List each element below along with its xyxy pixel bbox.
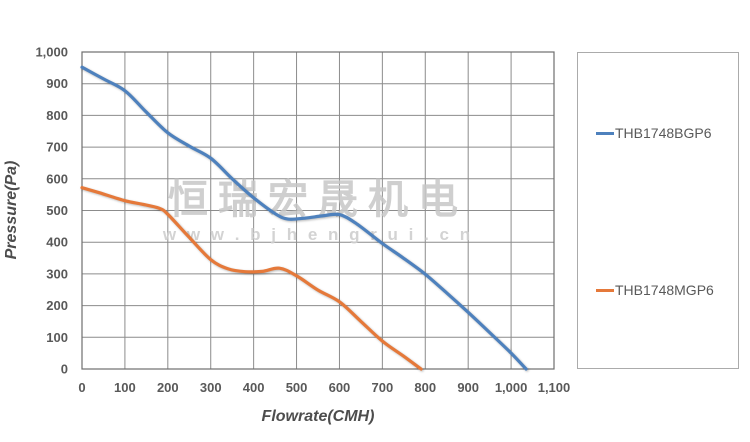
watermark-text: 恒瑞宏晟机电: [168, 178, 468, 222]
y-tick-label: 400: [46, 235, 68, 250]
legend-label-series1: THB1748BGP6: [615, 125, 712, 141]
tick-labels: 0 100 200 300 400 500 600 700 800 900 1,000 1,100 0 1…: [35, 45, 570, 396]
plot-border: [81, 51, 555, 370]
legend-line-sample-series2: [596, 288, 614, 292]
watermark-url: w w w . b j h e n g r u i . c n: [162, 225, 473, 244]
legend-line-sample-series1: [596, 131, 614, 135]
x-tick-label: 500: [286, 380, 308, 395]
y-tick-label: 100: [46, 330, 68, 345]
y-tick-label: 300: [46, 266, 68, 281]
series-line-THB1748BGP6: [80, 65, 528, 371]
x-tick-label: 100: [114, 380, 136, 395]
x-tick-label: 200: [157, 380, 179, 395]
x-tick-label: 600: [329, 380, 351, 395]
x-tick-label: 900: [457, 380, 479, 395]
x-axis-title: Flowrate(CMH): [262, 408, 375, 425]
x-tick-label: 800: [414, 380, 436, 395]
series-lines: [80, 65, 528, 371]
y-tick-label: 900: [46, 76, 68, 91]
y-tick-label: 200: [46, 298, 68, 313]
y-axis-title: Pressure(Pa): [3, 161, 20, 260]
y-tick-label: 800: [46, 108, 68, 123]
x-tick-label: 1,000: [495, 380, 528, 395]
x-tick-label: 700: [372, 380, 394, 395]
legend-item-series2: THB1748MGP6: [596, 282, 714, 298]
x-tick-label: 0: [78, 380, 85, 395]
legend-label-series2: THB1748MGP6: [615, 282, 714, 298]
x-tick-label: 400: [243, 380, 265, 395]
x-tick-label: 1,100: [538, 380, 571, 395]
x-tick-label: 300: [200, 380, 222, 395]
legend-item-series1: THB1748BGP6: [596, 125, 712, 141]
y-tick-label: 600: [46, 171, 68, 186]
y-tick-label: 700: [46, 140, 68, 155]
y-tick-label: 1,000: [35, 45, 68, 60]
y-tick-label: 0: [61, 362, 68, 377]
legend: THB1748BGP6 THB1748MGP6: [577, 52, 739, 369]
series-line-THB1748MGP6: [80, 186, 423, 371]
y-tick-label: 500: [46, 203, 68, 218]
